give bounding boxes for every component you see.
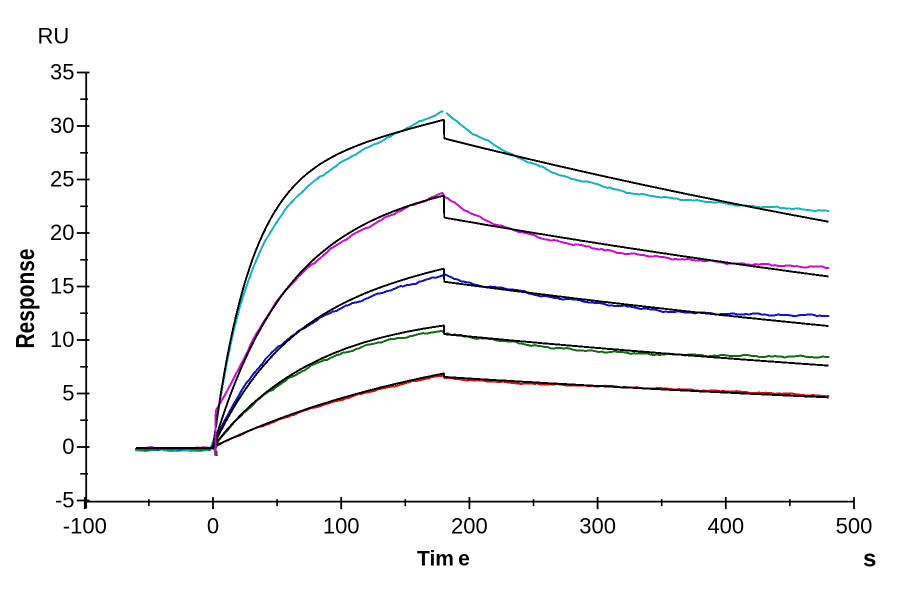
svg-text:100: 100: [323, 514, 360, 539]
svg-text:500: 500: [836, 514, 873, 539]
svg-text:0: 0: [62, 434, 74, 459]
svg-text:10: 10: [50, 327, 74, 352]
svg-text:-5: -5: [55, 487, 75, 512]
svg-text:5: 5: [62, 380, 74, 405]
svg-text:s: s: [863, 546, 876, 573]
svg-text:25: 25: [50, 166, 74, 191]
svg-text:20: 20: [50, 220, 74, 245]
svg-text:30: 30: [50, 113, 74, 138]
svg-text:300: 300: [579, 514, 616, 539]
svg-text:Tim e: Tim e: [417, 548, 470, 571]
svg-text:-100: -100: [63, 514, 107, 539]
svg-text:35: 35: [50, 59, 74, 84]
svg-text:0: 0: [207, 514, 219, 539]
svg-text:15: 15: [50, 273, 74, 298]
svg-text:400: 400: [707, 514, 744, 539]
svg-text:Response: Response: [10, 249, 40, 349]
svg-text:RU: RU: [38, 24, 70, 49]
svg-text:200: 200: [451, 514, 488, 539]
